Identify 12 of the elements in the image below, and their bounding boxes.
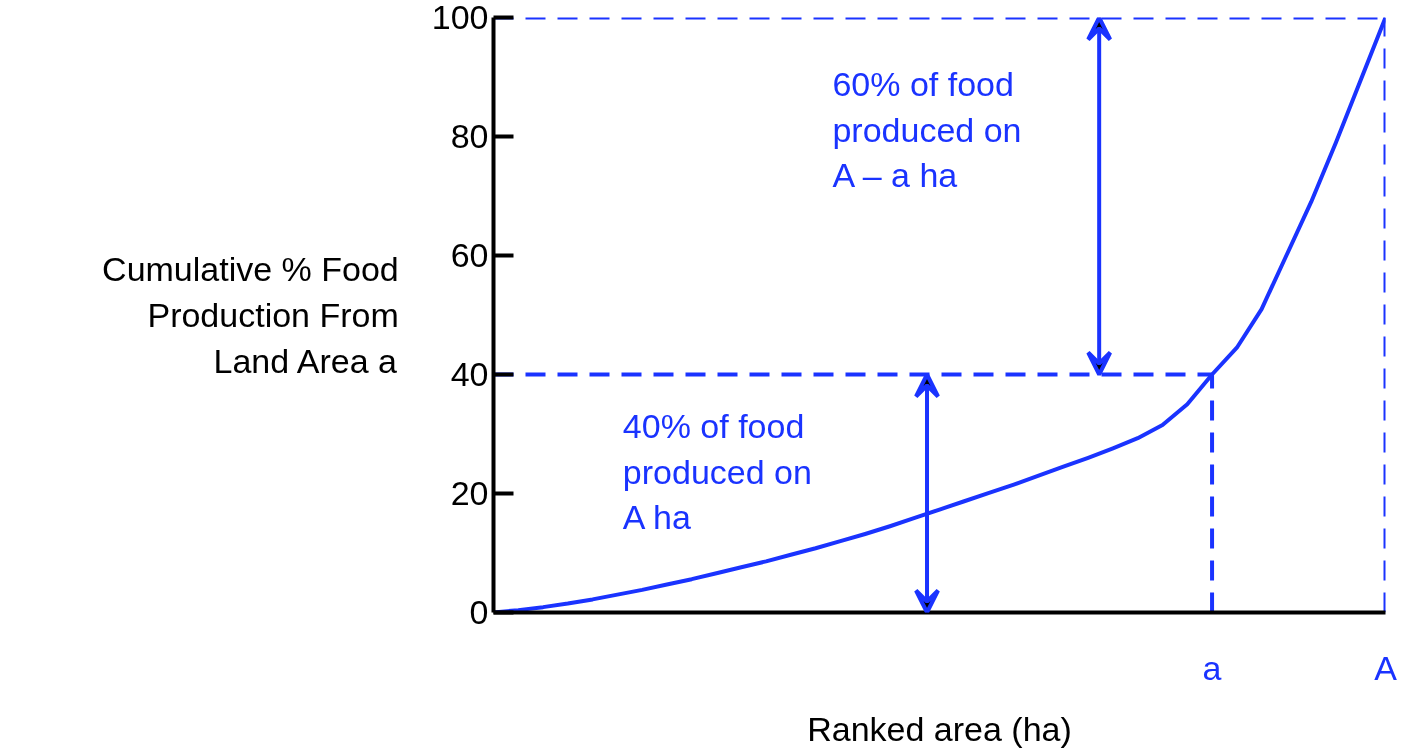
y-tick-label: 0 <box>469 593 489 631</box>
y-tick-label: 60 <box>450 236 489 274</box>
y-axis-title: Cumulative % Food Production From Land Area a <box>102 250 399 380</box>
x-axis-title: Ranked area (ha) <box>807 709 1072 748</box>
y-tick-label: 40 <box>450 355 489 393</box>
x-tick-label: a <box>1202 648 1222 687</box>
annotation: 60% of food produced on A – a ha <box>832 65 1022 195</box>
y-tick-label: 20 <box>450 474 489 512</box>
annotation: 40% of food produced on A ha <box>622 407 812 537</box>
y-tick-label: 80 <box>450 117 489 155</box>
y-tick-label: 100 <box>431 0 489 36</box>
x-tick-label: A <box>1374 648 1398 687</box>
